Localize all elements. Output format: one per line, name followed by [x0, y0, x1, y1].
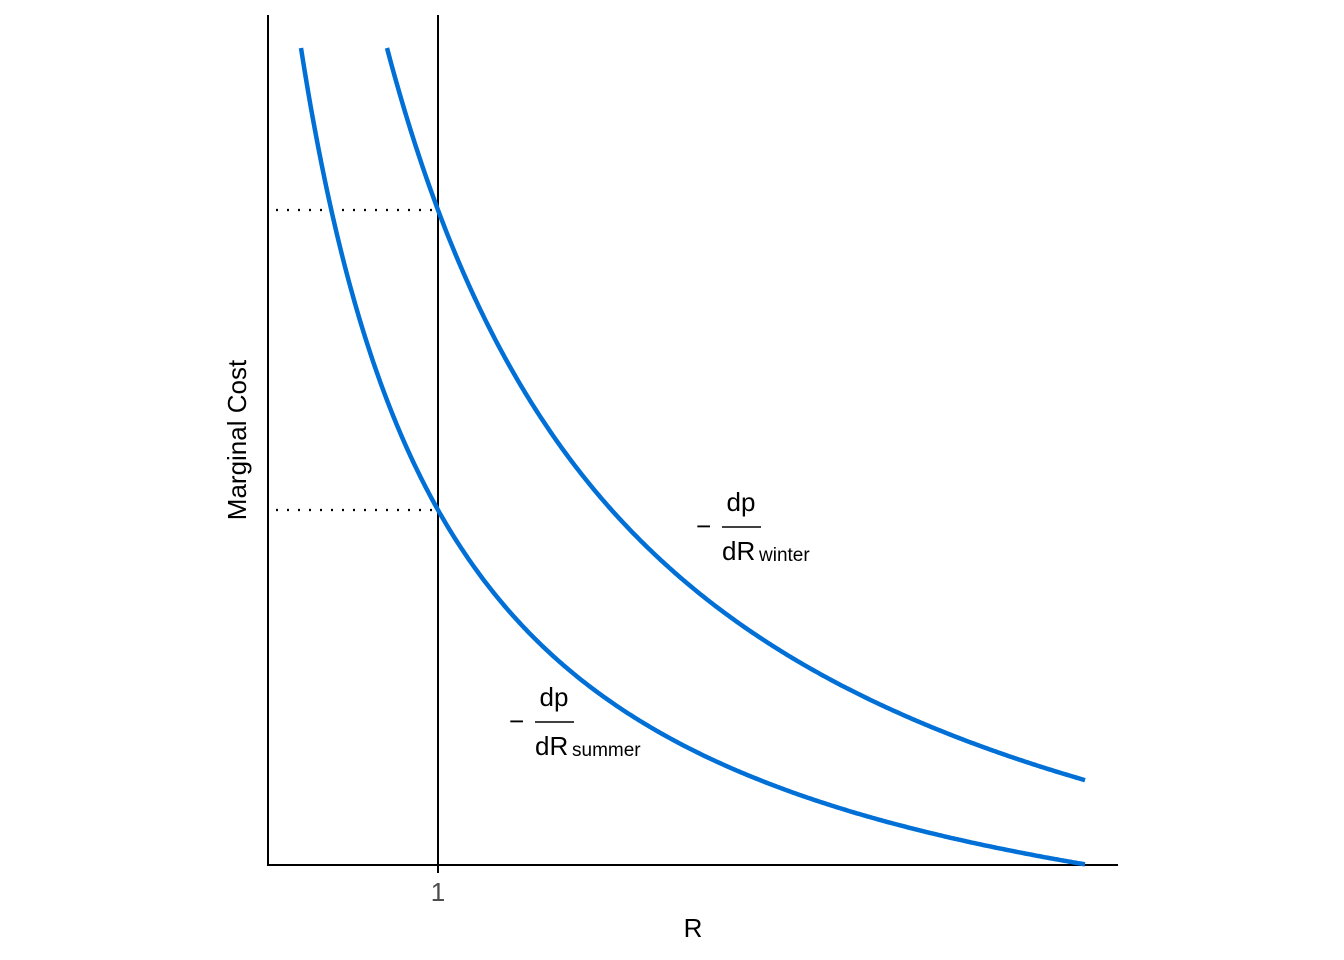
- winter-numerator: dp: [727, 487, 756, 517]
- winter-curve-label: − dp dR winter: [696, 487, 810, 566]
- x-tick-1: 1: [431, 877, 445, 907]
- winter-denominator: dR: [722, 536, 755, 566]
- summer-denominator: dR: [535, 731, 568, 761]
- winter-subscript: winter: [758, 545, 810, 566]
- x-axis-title: R: [684, 913, 703, 943]
- summer-minus: −: [509, 706, 524, 736]
- summer-curve: [298, 47, 1086, 867]
- winter-minus: −: [696, 511, 711, 541]
- y-axis-title: Marginal Cost: [222, 359, 252, 520]
- winter-curve: [384, 47, 1086, 783]
- summer-numerator: dp: [540, 682, 569, 712]
- summer-subscript: summer: [572, 740, 641, 761]
- summer-curve-label: − dp dR summer: [509, 682, 641, 761]
